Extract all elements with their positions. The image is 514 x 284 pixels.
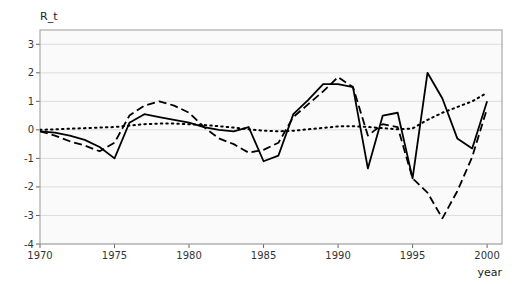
tick-label: 2 — [28, 67, 34, 78]
series-line — [40, 93, 487, 132]
tick-mark — [36, 186, 40, 187]
tick-label: -1 — [24, 153, 34, 164]
tick-mark — [338, 244, 339, 248]
chart: -4 -3 -2 -1 0 1 2 3 1970 1975 1980 1985 1990 1995 2000… — [0, 0, 514, 284]
series-line — [40, 73, 487, 179]
tick-mark — [36, 158, 40, 159]
y-axis-label: R_t — [40, 10, 58, 23]
tick-label: 1 — [28, 96, 34, 107]
grid-line — [40, 186, 502, 187]
tick-label: -3 — [24, 210, 34, 221]
plot-area — [40, 30, 502, 244]
tick-label: 1985 — [251, 250, 276, 261]
tick-mark — [36, 244, 40, 245]
tick-mark — [36, 44, 40, 45]
tick-mark — [40, 244, 41, 248]
series-line — [40, 77, 487, 218]
plot-frame — [40, 30, 502, 244]
tick-label: 1990 — [325, 250, 350, 261]
x-axis-label: year — [477, 266, 502, 279]
grid-line — [40, 44, 502, 45]
tick-label: -4 — [24, 239, 34, 250]
tick-label: 1995 — [400, 250, 425, 261]
tick-label: 1980 — [176, 250, 201, 261]
grid-line — [40, 215, 502, 216]
tick-mark — [36, 129, 40, 130]
tick-mark — [487, 244, 488, 248]
tick-mark — [114, 244, 115, 248]
tick-mark — [263, 244, 264, 248]
tick-mark — [412, 244, 413, 248]
grid-line — [40, 101, 502, 102]
tick-mark — [36, 72, 40, 73]
series-group — [40, 73, 487, 219]
tick-label: 1975 — [102, 250, 127, 261]
tick-label: -2 — [24, 181, 34, 192]
tick-label: 3 — [28, 39, 34, 50]
tick-label: 0 — [28, 124, 34, 135]
tick-label: 1970 — [27, 250, 52, 261]
tick-mark — [189, 244, 190, 248]
tick-mark — [36, 101, 40, 102]
tick-label: 2000 — [474, 250, 499, 261]
grid-line — [40, 72, 502, 73]
tick-mark — [36, 215, 40, 216]
